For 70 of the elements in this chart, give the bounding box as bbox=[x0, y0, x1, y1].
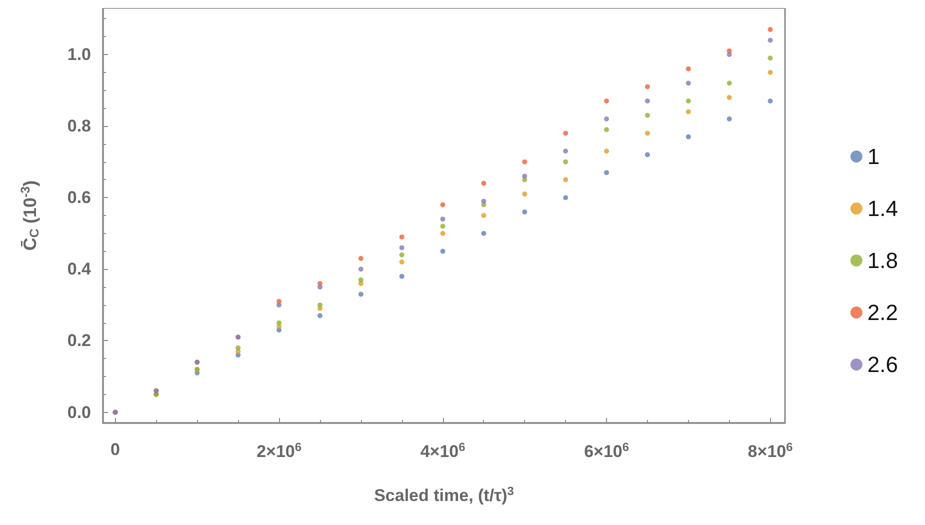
y-tick-label: 0.0 bbox=[67, 402, 91, 422]
point bbox=[481, 198, 486, 204]
point bbox=[522, 159, 528, 164]
point bbox=[317, 302, 322, 308]
point bbox=[358, 292, 364, 297]
point bbox=[399, 245, 404, 250]
point bbox=[726, 80, 732, 86]
y-tick-label: 0.2 bbox=[67, 331, 91, 350]
y-axis-title: C̄C (10-3) bbox=[18, 180, 42, 251]
point bbox=[686, 80, 691, 86]
point bbox=[358, 266, 364, 272]
point bbox=[726, 94, 732, 100]
point bbox=[522, 209, 528, 214]
point bbox=[317, 313, 322, 318]
point bbox=[768, 56, 773, 61]
y-tick-label: 0.4 bbox=[67, 260, 92, 279]
point bbox=[604, 127, 610, 132]
point bbox=[276, 320, 282, 326]
point bbox=[604, 170, 610, 176]
point bbox=[563, 148, 568, 154]
legend-label: 1 bbox=[867, 144, 880, 169]
y-tick-label: 1.0 bbox=[67, 45, 91, 64]
point bbox=[522, 192, 528, 197]
x-tick-label: 0 bbox=[110, 440, 120, 459]
point bbox=[563, 195, 568, 200]
point bbox=[644, 112, 650, 118]
point bbox=[604, 148, 610, 154]
point bbox=[399, 260, 404, 265]
legend-label: 2.2 bbox=[867, 300, 898, 325]
point bbox=[481, 230, 486, 236]
point bbox=[644, 152, 650, 158]
point bbox=[481, 180, 486, 186]
point bbox=[440, 216, 446, 222]
point bbox=[604, 98, 610, 104]
point bbox=[481, 213, 486, 218]
point bbox=[440, 230, 446, 236]
point bbox=[768, 98, 773, 104]
point bbox=[644, 98, 650, 104]
point bbox=[768, 26, 773, 32]
y-tick-label: 0.8 bbox=[67, 116, 91, 136]
point bbox=[440, 248, 446, 254]
point bbox=[768, 38, 773, 43]
point bbox=[399, 274, 404, 279]
legend-label: 2.6 bbox=[867, 352, 898, 377]
point bbox=[358, 277, 364, 282]
point bbox=[276, 302, 282, 308]
point bbox=[399, 252, 404, 258]
point bbox=[686, 134, 691, 140]
point bbox=[768, 70, 773, 75]
point bbox=[686, 98, 691, 104]
point bbox=[686, 66, 691, 72]
point bbox=[644, 130, 650, 136]
point bbox=[440, 202, 446, 208]
point bbox=[644, 84, 650, 90]
legend-label: 1.4 bbox=[867, 196, 898, 221]
point bbox=[358, 256, 364, 261]
point bbox=[440, 224, 446, 229]
point bbox=[563, 130, 568, 136]
point bbox=[686, 109, 691, 114]
legend-label: 1.8 bbox=[867, 248, 898, 273]
point bbox=[563, 177, 568, 182]
point bbox=[726, 116, 732, 122]
point bbox=[317, 284, 322, 290]
point bbox=[399, 234, 404, 240]
point bbox=[604, 116, 610, 122]
point bbox=[522, 174, 528, 179]
point bbox=[726, 52, 732, 58]
point bbox=[563, 159, 568, 164]
y-tick-label: 0.6 bbox=[67, 188, 91, 208]
point bbox=[236, 345, 241, 350]
